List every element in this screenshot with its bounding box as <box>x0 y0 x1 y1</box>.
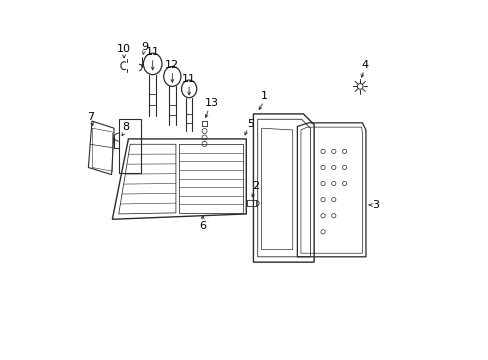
Text: 5: 5 <box>246 118 253 129</box>
Text: 3: 3 <box>372 200 379 210</box>
Text: 4: 4 <box>361 60 368 70</box>
Text: 7: 7 <box>86 112 94 122</box>
Text: 11: 11 <box>182 73 196 84</box>
Text: 13: 13 <box>204 98 218 108</box>
Text: 10: 10 <box>117 44 131 54</box>
Text: 12: 12 <box>165 60 179 70</box>
Text: 2: 2 <box>251 181 258 192</box>
Text: 11: 11 <box>145 47 160 57</box>
Text: 6: 6 <box>199 221 205 231</box>
Text: 8: 8 <box>122 122 129 132</box>
Text: 9: 9 <box>142 42 148 53</box>
Text: 1: 1 <box>261 91 267 101</box>
